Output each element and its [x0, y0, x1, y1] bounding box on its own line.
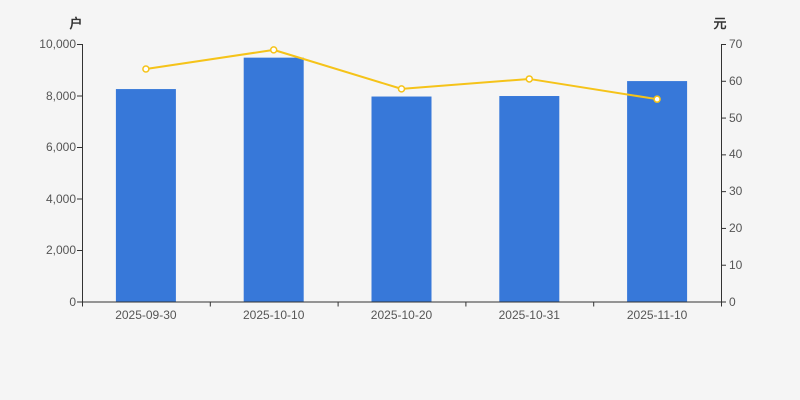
line-marker[interactable]: [269, 46, 278, 54]
x-axis-label: 2025-11-10: [626, 308, 688, 322]
left-axis-tick-label: 6,000: [45, 140, 76, 154]
bar[interactable]: [243, 57, 304, 302]
right-axis-tick-label: 60: [729, 73, 743, 88]
left-axis-tick-label: 8,000: [45, 88, 76, 103]
left-axis-tick-label: 0: [69, 294, 76, 309]
right-axis-name: 元: [713, 16, 727, 31]
line-marker[interactable]: [142, 65, 150, 73]
right-axis-tick-label: 20: [729, 220, 743, 235]
line-marker[interactable]: [525, 75, 534, 83]
bar[interactable]: [115, 89, 176, 302]
x-axis-label: 2025-09-30: [115, 308, 177, 322]
bar[interactable]: [499, 96, 560, 302]
bar[interactable]: [371, 96, 432, 302]
left-axis-tick-label: 10,000: [39, 37, 76, 51]
right-axis-tick-label: 0: [729, 294, 736, 309]
right-axis-tick-label: 30: [729, 184, 743, 199]
left-axis-tick-label: 2,000: [45, 243, 76, 257]
right-axis-tick-label: 40: [729, 147, 743, 162]
bar[interactable]: [627, 81, 688, 302]
x-axis-label: 2025-10-20: [370, 308, 433, 322]
left-axis-tick-label: 4,000: [45, 191, 76, 206]
x-axis-label: 2025-10-31: [498, 308, 560, 322]
right-axis-tick-label: 10: [729, 257, 743, 272]
line-marker[interactable]: [653, 95, 661, 103]
right-axis-tick-label: 50: [729, 110, 743, 125]
left-axis-name: 户: [69, 16, 83, 31]
line-marker[interactable]: [397, 85, 406, 93]
right-axis-tick-label: 70: [729, 37, 743, 51]
x-axis-label: 2025-10-10: [242, 308, 305, 322]
